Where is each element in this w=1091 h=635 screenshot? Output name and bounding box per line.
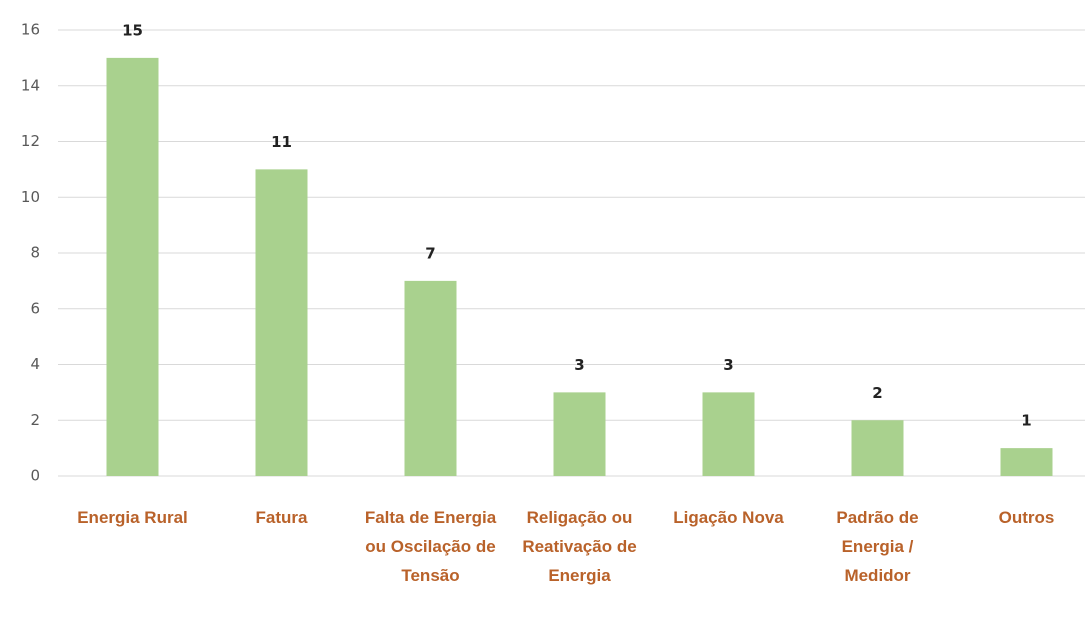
bar xyxy=(1000,448,1053,476)
y-tick-label: 10 xyxy=(21,188,40,206)
value-label: 15 xyxy=(122,21,143,39)
y-tick-label: 14 xyxy=(21,76,40,94)
y-tick-label: 6 xyxy=(30,299,40,317)
x-tick-label: Padrão de Energia / Medidor xyxy=(836,508,919,585)
value-label: 1 xyxy=(1021,412,1031,430)
bar xyxy=(255,169,308,476)
value-label: 11 xyxy=(271,133,292,151)
x-tick-label: Energia Rural xyxy=(77,508,188,527)
x-tick-label: Ligação Nova xyxy=(673,508,784,527)
bar xyxy=(553,392,606,476)
bar xyxy=(851,420,904,476)
y-tick-label: 4 xyxy=(30,355,40,373)
y-tick-label: 12 xyxy=(21,132,40,150)
y-tick-label: 0 xyxy=(30,467,40,485)
x-tick-label: Outros xyxy=(998,508,1055,527)
value-label: 3 xyxy=(723,356,733,374)
x-tick-label: Religação ou Reativação de Energia xyxy=(522,508,637,585)
bar xyxy=(404,280,457,476)
value-label: 3 xyxy=(574,356,584,374)
bar xyxy=(106,57,159,476)
y-tick-label: 2 xyxy=(30,411,40,429)
x-tick-label: Falta de Energia ou Oscilação de Tensão xyxy=(364,508,497,585)
value-label: 7 xyxy=(425,244,435,262)
value-label: 2 xyxy=(872,384,882,402)
y-tick-label: 8 xyxy=(30,244,40,262)
bar xyxy=(702,392,755,476)
x-tick-label: Fatura xyxy=(255,508,308,527)
y-tick-label: 16 xyxy=(21,21,40,39)
